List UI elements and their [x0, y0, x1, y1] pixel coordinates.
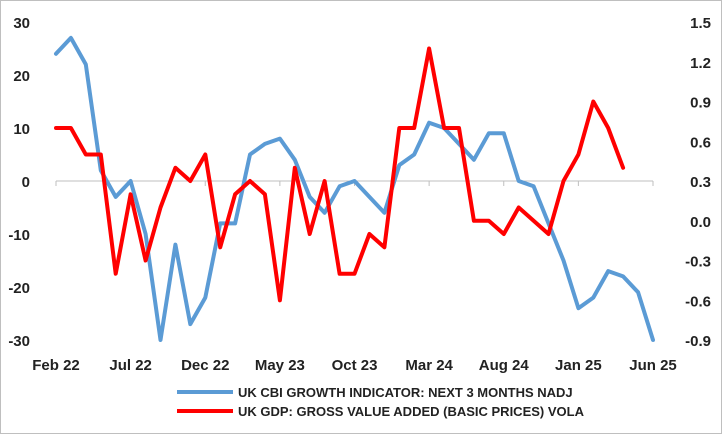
x-axis-tick-label: Jul 22 — [109, 357, 152, 374]
right-axis-tick-label: 0.0 — [690, 214, 711, 231]
x-axis-tick-label: Dec 22 — [181, 357, 229, 374]
x-axis-tick-label: Mar 24 — [405, 357, 453, 374]
x-axis-tick-label: Oct 23 — [332, 357, 378, 374]
right-axis-tick-label: 0.9 — [690, 95, 711, 112]
legend: UK CBI GROWTH INDICATOR: NEXT 3 MONTHS N… — [177, 385, 585, 419]
x-axis-tick-label: Jun 25 — [629, 357, 677, 374]
right-axis-tick-label: 0.6 — [690, 134, 711, 151]
series-1 — [54, 35, 655, 342]
left-axis-tick-label: -10 — [8, 227, 30, 244]
x-axis-tick-label: May 23 — [255, 357, 305, 374]
left-axis-tick-label: 30 — [13, 15, 30, 32]
right-axis-tick-label: 1.5 — [690, 15, 711, 32]
left-axis-tick-label: -20 — [8, 280, 30, 297]
right-axis-tick-label: 1.2 — [690, 55, 711, 72]
x-axis-tick-label: Feb 22 — [32, 357, 80, 374]
series-2 — [54, 46, 626, 303]
series-line — [54, 46, 626, 303]
left-axis-tick-label: 10 — [13, 121, 30, 138]
right-axis: 1.5 1.2 0.9 0.6 0.3 0.0 -0.3 -0.6 -0.9 — [685, 15, 711, 350]
series-line — [54, 35, 655, 342]
left-axis: 30 20 10 0 -10 -20 -30 — [8, 15, 30, 350]
right-axis-tick-label: -0.3 — [685, 254, 711, 271]
right-axis-tick-label: 0.3 — [690, 174, 711, 191]
legend-label: UK GDP: GROSS VALUE ADDED (BASIC PRICES)… — [238, 404, 585, 419]
plot-area — [54, 35, 655, 342]
right-axis-tick-label: -0.6 — [685, 293, 711, 310]
left-axis-tick-label: -30 — [8, 333, 30, 350]
left-axis-tick-label: 20 — [13, 68, 30, 85]
x-axis-tick-label: Jan 25 — [555, 357, 602, 374]
right-axis-tick-label: -0.9 — [685, 333, 711, 350]
x-axis: Feb 22 Jul 22 Dec 22 May 23 Oct 23 Mar 24 Aug … — [32, 357, 677, 374]
left-axis-tick-label: 0 — [22, 174, 30, 191]
legend-label: UK CBI GROWTH INDICATOR: NEXT 3 MONTHS N… — [238, 385, 573, 400]
x-axis-tick-label: Aug 24 — [479, 357, 530, 374]
